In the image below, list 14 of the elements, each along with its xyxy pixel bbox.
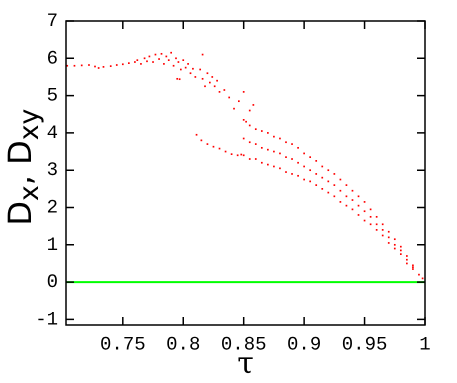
- y-tick-label: -1: [35, 308, 58, 330]
- x-tick-label: 0.8: [166, 333, 200, 356]
- y-tick-label: 6: [46, 47, 58, 70]
- y-tick-label: 5: [46, 84, 58, 107]
- x-tick-label: 0.75: [100, 333, 146, 356]
- y-tick-label: 7: [46, 10, 58, 32]
- y-tick-label: 4: [46, 122, 58, 144]
- y-tick-label: 0: [46, 271, 58, 294]
- y-tick-label: 3: [46, 159, 58, 182]
- y-tick-label: 2: [46, 196, 58, 219]
- y-tick-label: 1: [46, 234, 58, 256]
- x-tick-label: 1: [419, 333, 431, 356]
- x-tick-label: 0.9: [287, 333, 322, 356]
- x-tick-label: 0.95: [342, 333, 388, 356]
